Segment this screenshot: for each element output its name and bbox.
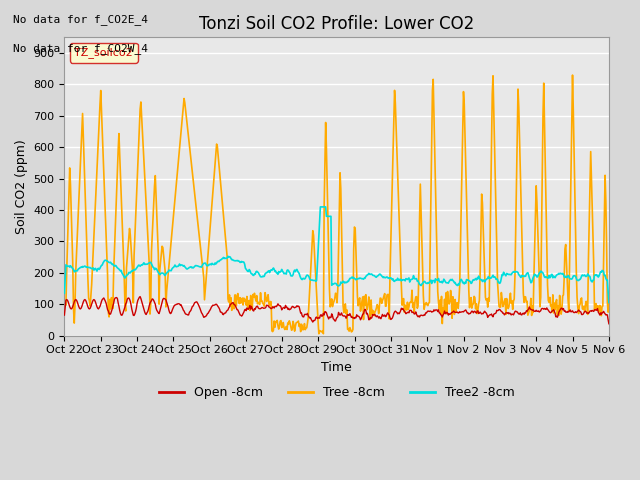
Tree -8cm <box>605 300 612 306</box>
Y-axis label: Soil CO2 (ppm): Soil CO2 (ppm) <box>15 139 28 234</box>
Tree2 -8cm <box>211 262 218 267</box>
Title: Tonzi Soil CO2 Profile: Lower CO2: Tonzi Soil CO2 Profile: Lower CO2 <box>199 15 474 33</box>
Open -8cm <box>404 310 412 315</box>
Open -8cm <box>419 312 427 318</box>
Open -8cm <box>127 299 134 304</box>
Tree -8cm <box>315 331 323 336</box>
Tree2 -8cm <box>404 276 412 282</box>
Tree -8cm <box>127 232 134 238</box>
Tree -8cm <box>61 300 68 305</box>
Tree -8cm <box>211 170 218 176</box>
Tree2 -8cm <box>61 290 68 296</box>
Line: Tree -8cm: Tree -8cm <box>65 75 609 334</box>
X-axis label: Time: Time <box>321 361 352 374</box>
Open -8cm <box>182 312 190 317</box>
Legend: Open -8cm, Tree -8cm, Tree2 -8cm: Open -8cm, Tree -8cm, Tree2 -8cm <box>154 381 520 404</box>
Open -8cm <box>70 299 78 305</box>
Open -8cm <box>211 302 219 308</box>
Tree2 -8cm <box>605 300 612 305</box>
Tree -8cm <box>419 293 427 299</box>
Text: No data for f_CO2W_4: No data for f_CO2W_4 <box>13 43 148 54</box>
Text: No data for f_CO2E_4: No data for f_CO2E_4 <box>13 14 148 25</box>
Tree2 -8cm <box>127 270 134 276</box>
Tree2 -8cm <box>419 279 427 285</box>
Tree2 -8cm <box>317 204 324 210</box>
Tree2 -8cm <box>70 269 78 275</box>
Tree -8cm <box>70 320 78 326</box>
Tree -8cm <box>182 107 189 113</box>
Open -8cm <box>605 321 612 327</box>
Tree -8cm <box>569 72 577 78</box>
Tree2 -8cm <box>182 264 189 270</box>
Open -8cm <box>136 294 144 300</box>
Tree -8cm <box>404 300 412 305</box>
Line: Tree2 -8cm: Tree2 -8cm <box>65 207 609 302</box>
Line: Open -8cm: Open -8cm <box>65 297 609 324</box>
Open -8cm <box>61 312 68 318</box>
